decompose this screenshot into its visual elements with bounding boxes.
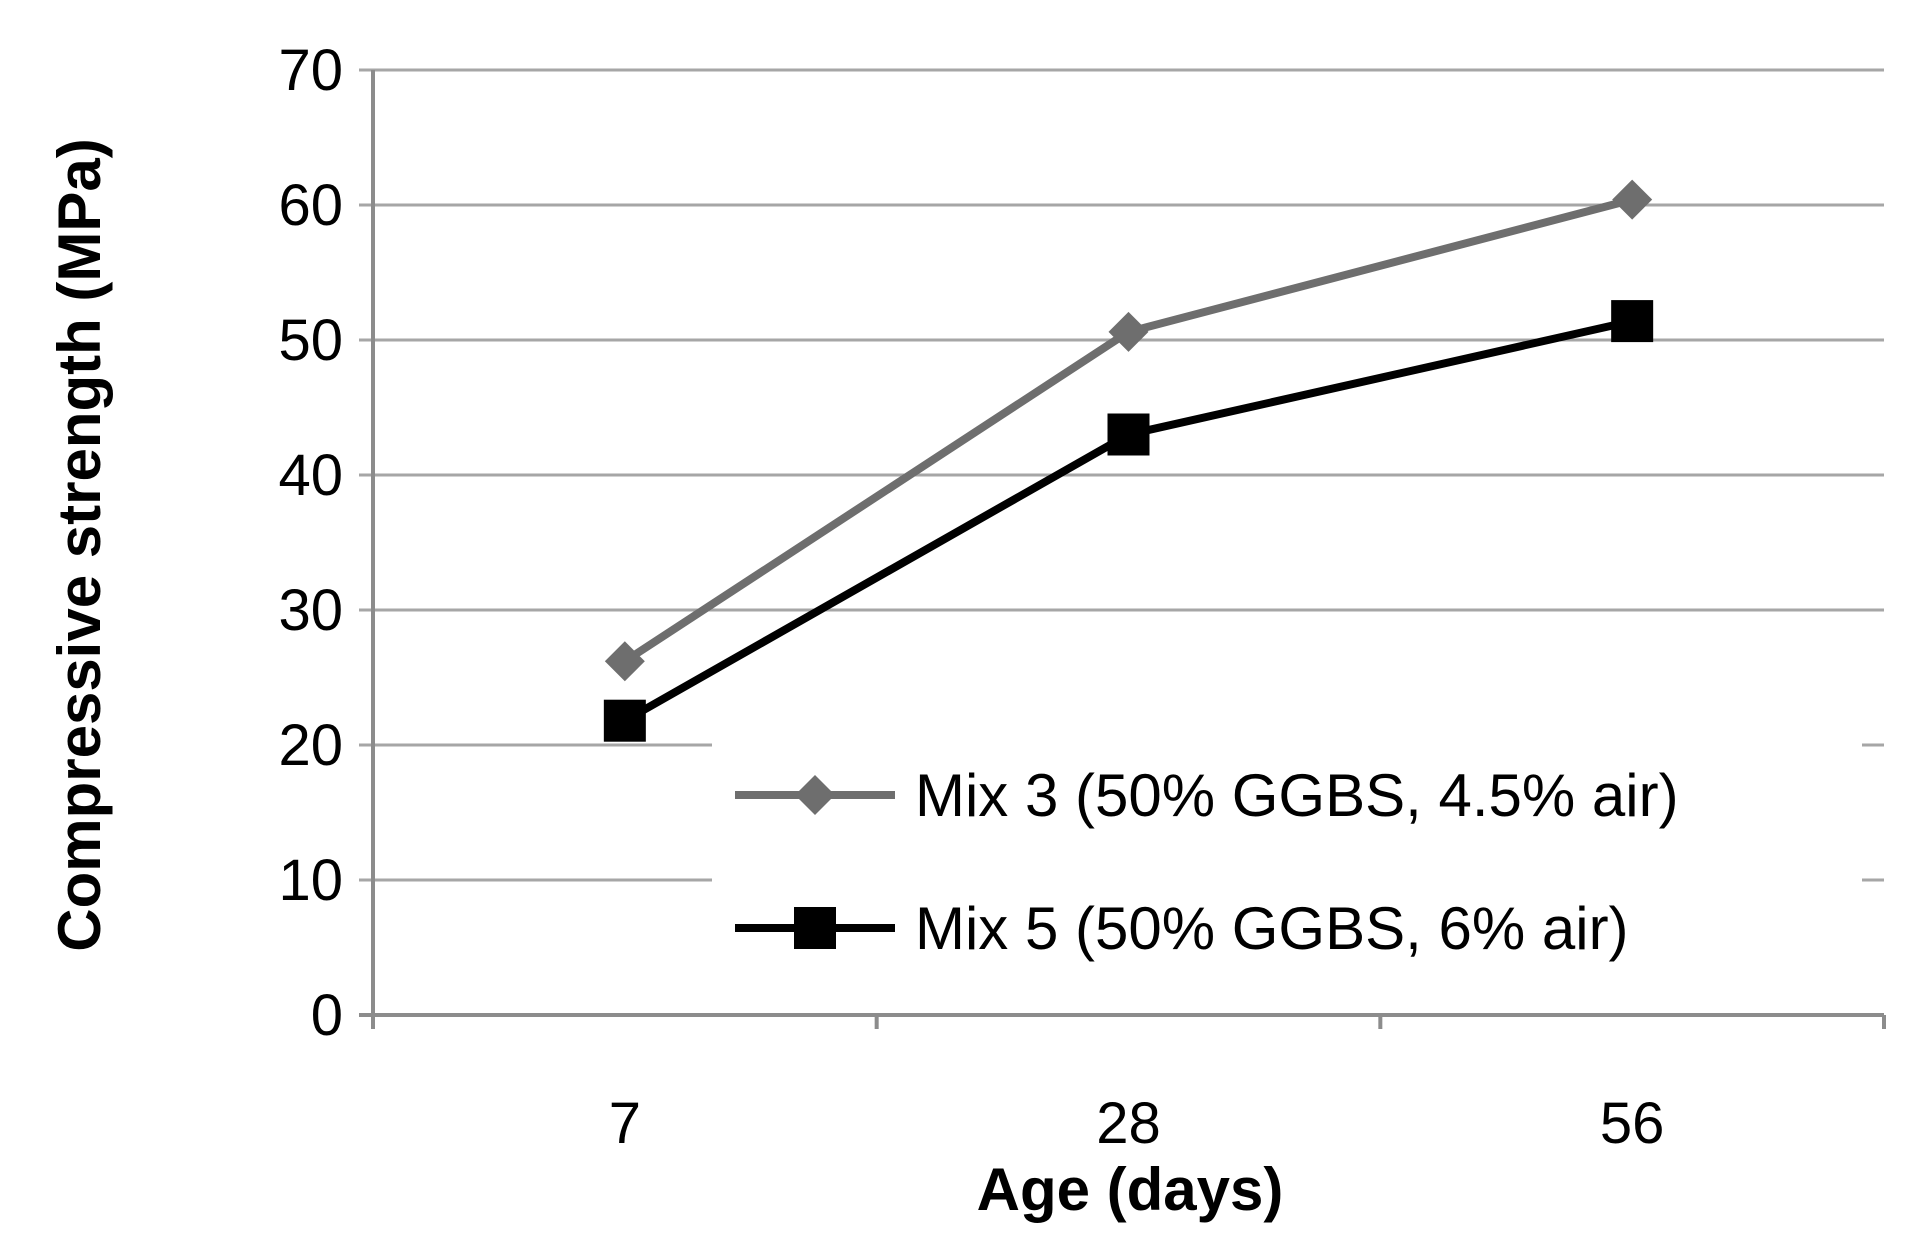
legend-label-1: Mix 3 (50% GGBS, 4.5% air)	[915, 762, 1679, 829]
y-tick-label-70: 70	[278, 38, 343, 103]
x-tick-label-56: 56	[1600, 1091, 1665, 1156]
y-tick-label-20: 20	[278, 713, 343, 778]
y-tick-label-50: 50	[278, 308, 343, 373]
legend-marker-2	[794, 907, 836, 949]
legend-marker-1	[795, 775, 835, 815]
y-axis-title: Compressive strength (MPa)	[46, 138, 113, 952]
series-1-point-28	[1108, 311, 1149, 352]
series-1-point-56	[1612, 179, 1653, 220]
x-tick-labels: 7 28 56	[609, 1091, 1665, 1156]
axes	[359, 70, 1886, 1029]
y-tick-label-0: 0	[311, 983, 343, 1048]
series-line-2	[622, 317, 1634, 725]
y-tick-label-10: 10	[278, 848, 343, 913]
legend-label-2: Mix 5 (50% GGBS, 6% air)	[915, 895, 1629, 962]
x-axis-title: Age (days)	[977, 1156, 1284, 1223]
series-2-point-56	[1611, 300, 1654, 343]
series-1-point-7	[604, 641, 645, 682]
series-2-point-7	[603, 699, 646, 742]
x-tick-label-7: 7	[609, 1091, 641, 1156]
y-tick-label-30: 30	[278, 578, 343, 643]
legend: Mix 3 (50% GGBS, 4.5% air) Mix 5 (50% GGB…	[735, 762, 1679, 962]
x-tick-label-28: 28	[1096, 1091, 1161, 1156]
legend-background	[712, 730, 1862, 970]
series-2-point-28	[1107, 413, 1150, 456]
y-tick-label-60: 60	[278, 173, 343, 238]
data-series	[603, 179, 1654, 742]
y-tick-labels: 0 10 20 30 40 50 60 70	[278, 38, 343, 1048]
y-tick-label-40: 40	[278, 443, 343, 508]
